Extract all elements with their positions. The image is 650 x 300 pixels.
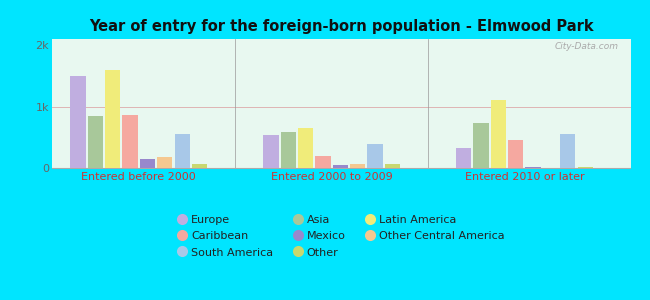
Bar [491, 100, 506, 168]
Text: City-Data.com: City-Data.com [555, 42, 619, 51]
Bar [88, 116, 103, 168]
Bar [157, 157, 172, 168]
Bar [122, 115, 138, 168]
Bar [367, 144, 383, 168]
Bar [456, 148, 471, 168]
Bar [560, 134, 575, 168]
Bar [315, 156, 331, 168]
Bar [508, 140, 523, 168]
Bar [298, 128, 313, 168]
Bar [192, 164, 207, 168]
Bar [175, 134, 190, 168]
Legend: Europe, Caribbean, South America, Asia, Mexico, Other, Latin America, Other Cent: Europe, Caribbean, South America, Asia, … [174, 210, 509, 262]
Bar [578, 167, 593, 168]
Bar [281, 132, 296, 168]
Bar [70, 76, 86, 168]
Bar [263, 135, 278, 168]
Bar [525, 167, 541, 168]
Bar [105, 70, 120, 168]
Bar [350, 164, 365, 168]
Title: Year of entry for the foreign-born population - Elmwood Park: Year of entry for the foreign-born popul… [89, 19, 593, 34]
Bar [473, 122, 489, 168]
Bar [385, 164, 400, 168]
Bar [333, 165, 348, 168]
Bar [140, 159, 155, 168]
